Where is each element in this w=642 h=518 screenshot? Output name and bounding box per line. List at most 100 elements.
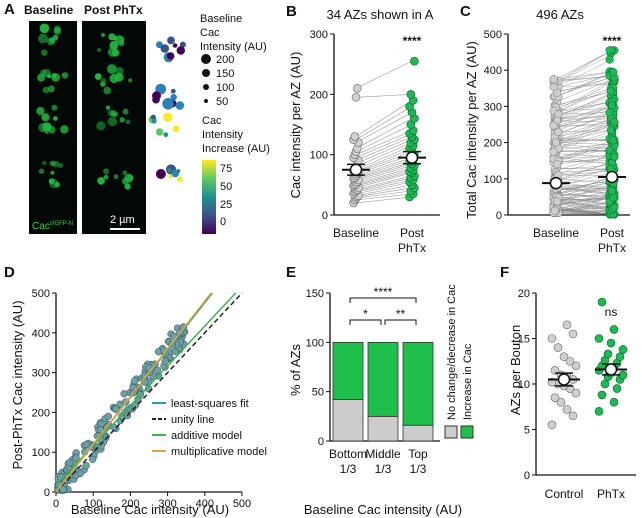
chart-c-pair-line [555,208,613,215]
punctum [112,111,119,118]
chart-f-point-phtx [600,379,610,389]
chart-c-xlabel-baseline: Baseline [533,226,579,240]
chart-c-pair-line [555,165,613,170]
scalebar-label: 2 µm [110,214,135,226]
chart-c-pair-line [555,99,613,121]
punctum [128,78,133,83]
chart-b-pair-line [355,130,413,155]
chart-d-xtick-label: 0 [53,498,59,510]
chart-c-pair-line [555,71,613,80]
chart-c-pair-line [555,143,613,150]
punctum [97,177,105,185]
chart-d-point [161,357,169,365]
chart-c-pair-line [555,145,613,160]
chart-e-xtick-label-1: Middle [365,447,401,461]
chart-c-pair-line [555,123,613,150]
chart-b-pair-line [355,179,413,193]
chart-c-pair-line [555,154,613,171]
chart-c-pair-line [555,101,613,115]
chart-b-ytick-label: 0 [322,210,328,222]
panel-b: B 34 AZs shown in A Cac intensity per AZ… [286,3,440,255]
chart-d-point [153,366,162,374]
punctum [53,27,62,35]
chart-c-ytick-label: 300 [484,101,502,113]
az-dot [152,91,161,101]
chart-b-pair-line [355,124,413,152]
chart-c-pair-line [555,104,613,130]
chart-d-ylabel: Post-PhTx Cac intensity (AU) [10,300,25,469]
chart-e-legend-swatch-increase [460,425,474,439]
punctum [109,73,119,84]
chart-e-legend-nochange: No change/decrease in Cac [446,284,458,420]
chart-c-pair-line [555,134,613,150]
chart-f-point-phtx [606,338,616,348]
az-dot [175,101,185,110]
chart-c-pair-line [555,143,613,163]
az-dot [172,125,180,133]
chart-c-point-post [606,126,615,135]
punctum [121,177,130,185]
chart-f-point-control [571,361,581,371]
panel-label-e: E [286,264,296,281]
chart-b-pair-line [355,145,413,171]
chart-d-line-unity [55,292,243,493]
chart-e-bracket-label: * [363,307,368,321]
az-dot [176,46,185,55]
panel-label-d: D [4,264,15,281]
chart-b-pair-line [355,172,413,189]
chart-c-pair-line [555,155,613,159]
chart-d-point [112,405,120,413]
chart-c-pair-line [555,167,613,185]
chart-d-point [120,390,128,398]
chart-d-legend-label: additive model [171,430,242,442]
chart-b-ylabel: Cac intensity per AZ (AU) [288,52,303,199]
punctum [36,106,45,116]
chart-b-point-baseline [352,84,362,93]
chart-d-point [129,383,137,392]
chart-d-plot: 0 100 200 300 400 500 0 100 200 300 400 500 least-sq… [32,288,267,510]
chart-e-bracket-label: **** [374,285,393,299]
chart-e-bar-increase [332,341,364,400]
chart-c-pair-line [555,153,613,158]
chart-c-significance: **** [603,34,622,48]
color-legend-50: 50 [220,181,232,193]
chart-f-point-phtx [603,349,613,359]
chart-f-point-control [559,352,569,362]
chart-b-ytick-label: 300 [310,29,328,41]
chart-b-pair-line [355,177,413,192]
chart-f-point-phtx [618,345,628,354]
chart-c-pair-line [555,129,613,143]
chart-c-pair-line [555,122,613,128]
panel-e: E % of AZs Baseline Cac intensity (AU) 0… [286,264,474,517]
chart-c-ytick-label: 0 [496,210,502,222]
chart-c-ytick-label: 400 [484,65,502,77]
chart-c-pair-line [555,187,613,192]
chart-c-point-baseline [554,127,563,136]
chart-e-xlabel: Baseline Cac intensity (AU) [304,502,462,517]
chart-b-ytick-label: 200 [310,89,328,101]
chart-c-mean-point [605,170,619,184]
chart-b-ytick-label: 100 [310,150,328,162]
chart-e-ytick-label: 0 [318,436,324,448]
az-dot [151,118,157,124]
chart-b-pair-line [355,118,413,149]
chart-f-significance: ns [605,305,618,319]
chart-c-pair-line [555,124,613,138]
chart-c-pair-line [555,142,613,145]
chart-b-pair-line [355,163,413,181]
punctum [51,104,58,111]
punctum [48,85,55,93]
size-legend-dot-200 [201,54,211,64]
chart-f-point-control [550,393,560,402]
chart-f-ytick-label: 15 [518,334,530,346]
color-legend-title-2: Intensity [202,129,243,141]
az-dot [170,94,177,101]
chart-e-legend-increase: Increase in Cac [462,343,474,420]
chart-f-point-control [547,420,557,430]
punctum [124,183,131,190]
chart-b-xlabel-post-1: Post [400,226,425,240]
chart-c-pair-line [555,87,613,107]
chart-f-point-control [562,320,572,330]
chart-d-legend-label: least-squares fit [171,398,249,410]
